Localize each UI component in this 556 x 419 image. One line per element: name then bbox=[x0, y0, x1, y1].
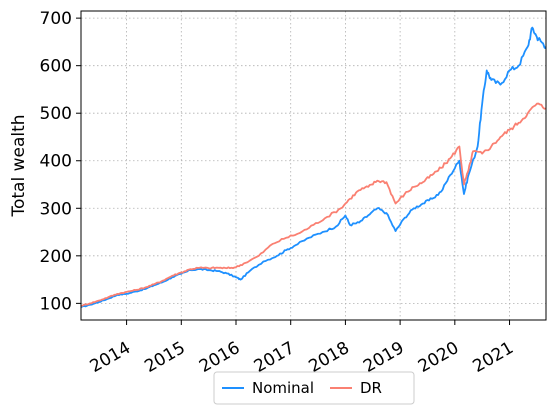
plot-frame bbox=[80, 10, 547, 321]
y-tick-label: 600 bbox=[40, 57, 72, 77]
x-tick-label: 2017 bbox=[251, 338, 298, 377]
legend-label-nominal: Nominal bbox=[252, 379, 314, 397]
y-tick-label: 700 bbox=[40, 9, 72, 29]
x-tick-label: 2021 bbox=[470, 338, 517, 377]
x-tick-label: 2018 bbox=[305, 338, 352, 377]
x-tick-label: 2016 bbox=[196, 338, 243, 377]
y-axis-label: Total wealth bbox=[9, 114, 29, 217]
x-tick-label: 2014 bbox=[87, 338, 134, 377]
x-axis-ticks: 2014 2015 2016 2017 2018 2019 2020 2021 bbox=[87, 320, 517, 377]
y-tick-label: 200 bbox=[40, 247, 72, 267]
legend-box bbox=[213, 371, 415, 405]
series-lines bbox=[81, 26, 546, 308]
x-tick-label: 2020 bbox=[415, 338, 462, 377]
y-axis-ticks: 100 200 300 400 500 600 700 bbox=[40, 9, 81, 314]
series-line-nominal bbox=[81, 26, 546, 308]
series-line-dr bbox=[81, 102, 546, 307]
y-tick-label: 400 bbox=[40, 152, 72, 172]
legend: Nominal DR bbox=[213, 371, 415, 405]
grid-lines bbox=[81, 11, 546, 320]
y-tick-label: 500 bbox=[40, 104, 72, 124]
x-tick-label: 2019 bbox=[360, 338, 407, 377]
y-tick-label: 300 bbox=[40, 199, 72, 219]
legend-label-dr: DR bbox=[360, 379, 382, 397]
x-tick-label: 2015 bbox=[141, 338, 188, 377]
y-tick-label: 100 bbox=[40, 294, 72, 314]
